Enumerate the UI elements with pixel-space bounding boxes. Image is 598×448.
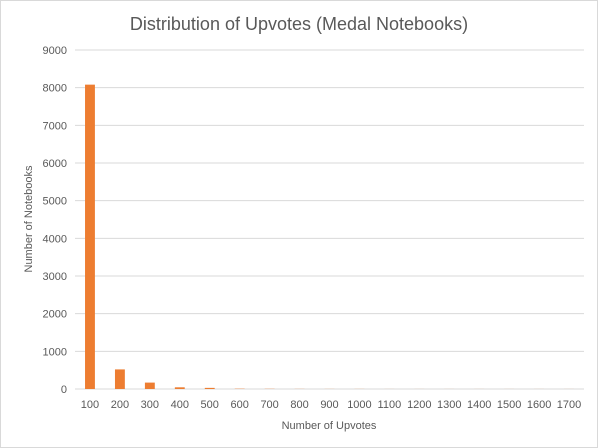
x-axis-label: Number of Upvotes bbox=[282, 420, 377, 432]
x-tick-label: 1000 bbox=[347, 399, 371, 411]
x-tick-label: 1600 bbox=[527, 399, 551, 411]
x-tick-label: 1700 bbox=[557, 399, 581, 411]
bar-300 bbox=[144, 382, 155, 389]
x-axis-ticks: 100 200 300 400 500 600 700 800 900 1000 1100 1200 1… bbox=[81, 399, 581, 411]
x-tick-label: 1400 bbox=[467, 399, 491, 411]
x-tick-label: 400 bbox=[171, 399, 189, 411]
x-tick-label: 1100 bbox=[378, 399, 402, 411]
x-tick-label: 100 bbox=[81, 399, 99, 411]
bars bbox=[85, 84, 574, 390]
x-tick-label: 200 bbox=[111, 399, 129, 411]
x-tick-label: 900 bbox=[320, 399, 338, 411]
x-tick-label: 800 bbox=[290, 399, 308, 411]
y-axis-ticks: 0 1000 2000 3000 4000 5000 6000 7000 8000 9000 bbox=[43, 45, 67, 396]
bar-400 bbox=[174, 387, 185, 389]
bar-100 bbox=[85, 84, 95, 390]
x-tick-label: 300 bbox=[141, 399, 159, 411]
y-tick-label: 4000 bbox=[43, 233, 67, 245]
gridlines bbox=[75, 49, 584, 390]
x-tick-label: 1200 bbox=[407, 399, 431, 411]
y-tick-label: 0 bbox=[61, 384, 67, 396]
x-tick-label: 600 bbox=[231, 399, 249, 411]
chart-title: Distribution of Upvotes (Medal Notebooks… bbox=[130, 14, 468, 34]
y-tick-label: 9000 bbox=[43, 45, 67, 57]
y-axis-label: Number of Notebooks bbox=[23, 165, 35, 272]
x-tick-label: 1500 bbox=[497, 399, 521, 411]
y-tick-label: 3000 bbox=[43, 271, 67, 283]
x-tick-label: 500 bbox=[201, 399, 219, 411]
y-tick-label: 5000 bbox=[43, 196, 67, 208]
y-tick-label: 7000 bbox=[43, 120, 67, 132]
x-tick-label: 700 bbox=[260, 399, 278, 411]
bar-200 bbox=[114, 369, 125, 389]
y-tick-label: 1000 bbox=[43, 346, 67, 358]
y-tick-label: 6000 bbox=[43, 158, 67, 170]
y-tick-label: 8000 bbox=[43, 83, 67, 95]
bar-500 bbox=[204, 387, 215, 389]
x-tick-label: 1300 bbox=[437, 399, 461, 411]
y-tick-label: 2000 bbox=[43, 309, 67, 321]
